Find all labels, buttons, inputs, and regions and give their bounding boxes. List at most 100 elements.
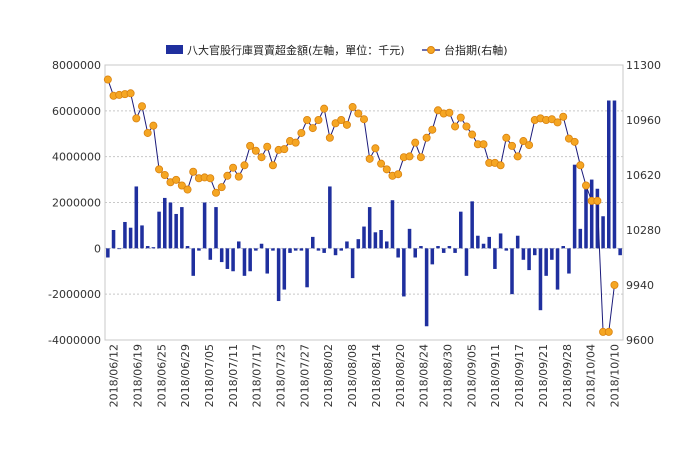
bar — [106, 248, 110, 258]
bar — [316, 248, 321, 251]
bar — [385, 241, 389, 249]
bar — [322, 248, 326, 253]
bar — [180, 207, 184, 249]
line-point — [325, 133, 334, 142]
bar — [584, 183, 588, 249]
bar — [595, 188, 600, 249]
bar — [117, 248, 121, 250]
bar — [367, 207, 372, 249]
legend-bar-label: 八大官股行庫買賣超金額(左軸，單位：千元) — [187, 43, 405, 57]
x-tick-label: 2018/08/24 — [418, 344, 431, 407]
x-tick-label: 2018/06/29 — [179, 344, 192, 407]
x-tick-label: 2018/09/28 — [561, 344, 574, 407]
bar — [561, 246, 565, 249]
line-point — [337, 116, 346, 125]
x-tick-label: 2018/08/30 — [441, 344, 454, 407]
x-tick-label: 2018/06/19 — [131, 344, 144, 407]
line-point — [143, 128, 152, 137]
bar — [396, 248, 400, 258]
bar — [498, 233, 503, 249]
x-tick-label: 2018/07/05 — [203, 344, 216, 407]
line-point — [519, 137, 528, 146]
bar — [111, 230, 116, 249]
line-point — [308, 124, 317, 133]
bar — [293, 248, 298, 251]
line-point — [342, 120, 351, 129]
line-point — [137, 102, 146, 111]
bar — [515, 235, 520, 249]
bar — [259, 243, 264, 249]
bar — [550, 248, 554, 260]
bar — [578, 228, 583, 249]
line-point — [268, 161, 277, 170]
right-y-tick-label: 9940 — [626, 279, 654, 292]
line-point — [553, 118, 562, 127]
line-point — [303, 116, 312, 125]
x-tick-label: 2018/06/12 — [108, 344, 121, 407]
left-y-tick-label: -4000000 — [48, 334, 101, 347]
bar — [174, 213, 178, 249]
bar — [447, 246, 452, 249]
line-point — [559, 112, 568, 121]
bar — [453, 248, 457, 253]
left-y-tick-label: 8000000 — [52, 59, 101, 72]
bar — [271, 248, 275, 251]
bar — [567, 248, 571, 274]
bar — [128, 227, 133, 249]
bar — [288, 248, 292, 253]
bar — [538, 248, 543, 311]
line-point — [422, 133, 431, 142]
left-y-tick-label: 4000000 — [52, 151, 101, 164]
bar — [459, 211, 463, 249]
line-point — [502, 133, 511, 142]
x-tick-label: 2018/06/25 — [155, 344, 168, 407]
line-point — [382, 165, 391, 174]
bar — [208, 248, 213, 260]
bar — [151, 247, 156, 249]
bar — [589, 179, 594, 249]
bar — [242, 248, 247, 276]
line-point — [394, 170, 403, 179]
x-tick-label: 2018/10/04 — [585, 344, 598, 407]
line-point — [320, 104, 329, 113]
legend-line-label: 台指期(右軸) — [444, 43, 508, 57]
legend-bar-swatch — [166, 45, 183, 54]
bar — [419, 246, 423, 249]
line-point — [240, 161, 249, 170]
bar — [185, 246, 190, 249]
left-y-tick-label: 0 — [94, 242, 101, 255]
x-tick-label: 2018/09/17 — [513, 344, 526, 407]
line-point — [411, 138, 420, 147]
bar — [607, 100, 611, 249]
bar — [533, 248, 537, 256]
line-point — [280, 145, 289, 154]
x-tick-label: 2018/09/05 — [465, 344, 478, 407]
x-tick-label: 2018/07/17 — [251, 344, 264, 407]
line-point — [172, 175, 181, 184]
bar — [436, 246, 440, 249]
bar — [197, 248, 201, 251]
bar — [487, 236, 491, 249]
line-point — [177, 181, 186, 190]
bar — [504, 248, 509, 251]
line-point — [468, 130, 477, 139]
line-point — [610, 280, 619, 289]
bar — [214, 207, 218, 249]
right-y-tick-label: 10280 — [626, 224, 661, 237]
line-point — [576, 161, 585, 170]
bar — [390, 200, 395, 249]
bar — [402, 248, 406, 297]
line-point — [456, 113, 465, 122]
line-point — [570, 137, 579, 146]
bar — [350, 248, 355, 279]
line-point — [155, 165, 164, 174]
bar — [379, 230, 383, 249]
left-y-tick-label: -2000000 — [48, 288, 101, 301]
bar — [328, 186, 332, 249]
x-tick-label: 2018/07/11 — [227, 344, 240, 407]
bar — [219, 248, 224, 263]
bar — [544, 248, 548, 276]
line-point — [496, 161, 505, 170]
line-point — [445, 108, 454, 117]
